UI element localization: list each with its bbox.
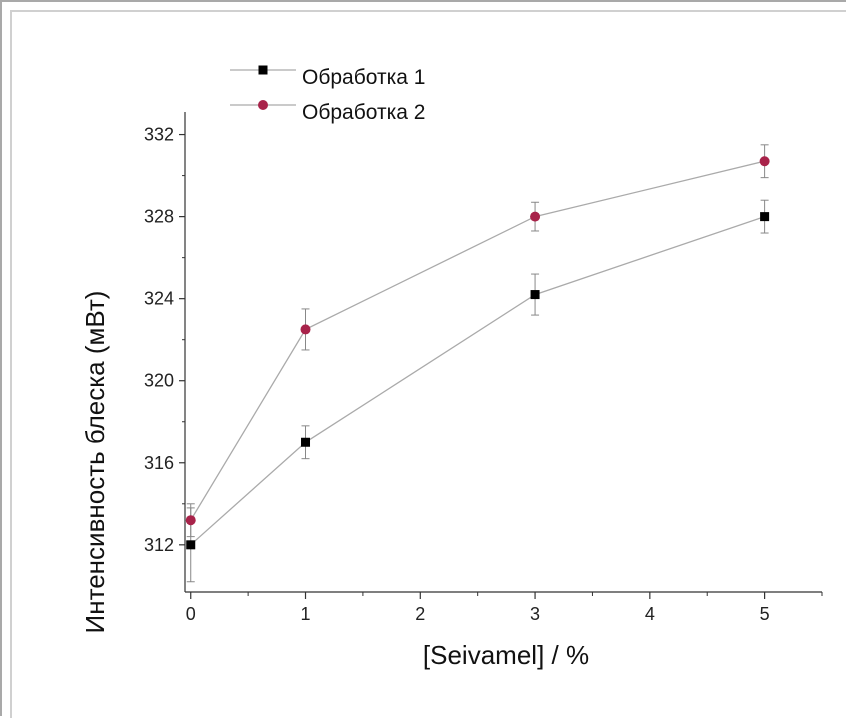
data-point xyxy=(185,515,196,526)
axes: 312 316 320 324 328 332 0 1 2 3 4 5 xyxy=(144,112,823,624)
series-layer xyxy=(185,144,770,583)
x-tick-label: 2 xyxy=(415,604,425,624)
series-line xyxy=(190,160,765,521)
data-point xyxy=(530,290,540,300)
data-point xyxy=(760,212,770,222)
x-tick-label: 3 xyxy=(530,604,540,624)
data-point xyxy=(759,156,770,167)
y-tick-label: 328 xyxy=(144,207,174,227)
y-tick-label: 332 xyxy=(144,125,174,145)
legend-entry-2: Обработка 2 xyxy=(230,100,425,124)
x-axis-title: [Seivamel] / % xyxy=(423,640,589,670)
legend-marker xyxy=(258,65,268,75)
y-axis-title: Интенсивность блеска (мВт) xyxy=(80,291,110,634)
legend: Обработка 1 Обработка 2 xyxy=(230,65,425,124)
data-point xyxy=(186,540,196,550)
series-line xyxy=(190,215,765,546)
legend-marker xyxy=(258,100,268,110)
y-tick-label: 316 xyxy=(144,453,174,473)
y-tick-label: 312 xyxy=(144,535,174,555)
x-tick-label: 1 xyxy=(301,604,311,624)
series-2 xyxy=(185,144,770,538)
chart-frame-inner xyxy=(10,10,846,718)
x-tick-label: 0 xyxy=(186,604,196,624)
data-point xyxy=(300,324,311,335)
legend-entry-1: Обработка 1 xyxy=(230,65,425,89)
x-tick-label: 4 xyxy=(645,604,655,624)
series-1 xyxy=(186,199,770,583)
legend-label: Обработка 2 xyxy=(302,101,425,124)
y-tick-label: 324 xyxy=(144,289,174,309)
x-tick-label: 5 xyxy=(760,604,770,624)
y-tick-label: 320 xyxy=(144,371,174,391)
data-point xyxy=(530,211,541,222)
data-point xyxy=(301,437,311,447)
legend-label: Обработка 1 xyxy=(302,66,425,89)
